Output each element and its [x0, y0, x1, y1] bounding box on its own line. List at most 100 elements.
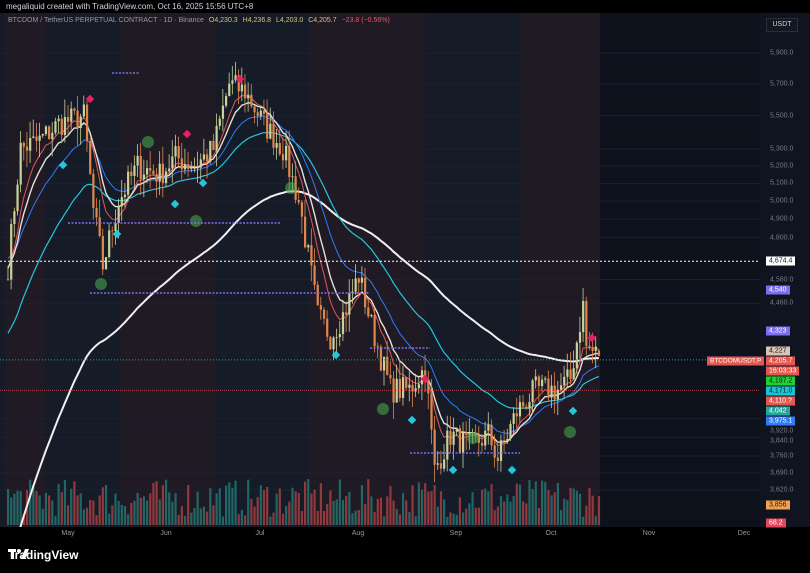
- volume-bar: [180, 506, 183, 525]
- ma-long-line: [19, 190, 599, 527]
- signal-circle: [467, 432, 479, 444]
- volume-bar: [250, 498, 253, 525]
- candle-body: [335, 337, 338, 338]
- volume-bar: [41, 508, 44, 525]
- volume-bar: [563, 498, 566, 525]
- volume-bar: [70, 488, 73, 525]
- volume-bar: [474, 507, 477, 525]
- signal-circle: [95, 278, 107, 290]
- volume-bar: [237, 514, 240, 525]
- price-tick: 3,760.0: [770, 452, 794, 460]
- volume-bar: [389, 485, 392, 525]
- volume-bar: [398, 514, 401, 525]
- volume-bar: [455, 514, 458, 525]
- candle-body: [446, 430, 449, 460]
- volume-bar: [316, 510, 319, 525]
- candle-body: [193, 168, 196, 169]
- candle-body: [512, 413, 515, 424]
- volume-bar: [367, 479, 370, 525]
- candle-body: [48, 126, 51, 140]
- currency-selector[interactable]: USDT: [766, 18, 798, 32]
- candle-body: [572, 368, 575, 380]
- session-band: [310, 13, 425, 527]
- candle-body: [275, 143, 278, 148]
- symbol-price-tag: BTCDOMUSDT.P: [707, 356, 765, 366]
- candle-body: [79, 116, 82, 129]
- volume-bar: [177, 514, 180, 525]
- volume-bar: [541, 480, 544, 525]
- price-chart[interactable]: [0, 13, 810, 527]
- volume-bar: [89, 500, 92, 525]
- price-tick: 5,900.0: [770, 49, 794, 57]
- candle-body: [465, 432, 468, 435]
- candle-body: [272, 123, 275, 148]
- volume-bar: [234, 480, 237, 525]
- volume-bar: [38, 495, 41, 525]
- candle-body: [373, 315, 376, 347]
- candle-body: [25, 146, 29, 151]
- price-tick: 4,900.0: [770, 215, 794, 223]
- price-tick: 5,500.0: [770, 112, 794, 120]
- candle-body: [597, 350, 601, 356]
- volume-bar: [354, 510, 357, 525]
- volume-bar: [420, 489, 424, 525]
- candle-body: [117, 206, 120, 224]
- price-tick: 4,460.0: [770, 299, 794, 307]
- volume-bar: [85, 507, 89, 525]
- candle-body: [556, 389, 559, 400]
- volume-bar: [556, 483, 559, 525]
- candle-body: [531, 380, 534, 403]
- chart-area[interactable]: [0, 13, 810, 527]
- candle-body: [171, 156, 174, 169]
- volume-bar: [341, 499, 345, 525]
- volume-bar: [161, 485, 164, 525]
- candle-body: [70, 108, 73, 122]
- candle-body: [29, 137, 32, 151]
- volume-bar: [44, 493, 48, 525]
- volume-bar: [401, 492, 405, 525]
- volume-bar: [221, 516, 225, 525]
- ma-cyan-line: [7, 131, 600, 410]
- candle-body: [285, 145, 288, 161]
- candle-body: [228, 83, 231, 97]
- price-badge: 4,323: [766, 326, 790, 336]
- low-value: L4,203.0: [276, 17, 304, 24]
- candle-body: [493, 445, 496, 458]
- symbol-title[interactable]: BTCDOM / TetherUS PERPETUAL CONTRACT · 1…: [8, 17, 204, 24]
- volume-bar: [490, 484, 493, 525]
- volume-bar: [304, 481, 307, 525]
- month-label: Nov: [642, 530, 656, 537]
- volume-bar: [136, 492, 139, 525]
- tradingview-logo[interactable]: TradingView: [8, 548, 78, 562]
- candle-body: [269, 123, 272, 139]
- candle-body: [401, 377, 405, 398]
- candle-body: [240, 84, 243, 92]
- volume-bar: [228, 482, 231, 525]
- candle-body: [234, 75, 237, 81]
- volume-bar: [294, 491, 297, 525]
- candle-body: [477, 435, 480, 443]
- candle-body: [218, 118, 221, 126]
- volume-bar: [553, 492, 556, 525]
- volume-bar: [247, 479, 250, 525]
- volume-bar: [585, 505, 588, 525]
- candle-body: [35, 136, 38, 141]
- candle-body: [247, 94, 250, 99]
- candle-body: [329, 336, 332, 350]
- volume-bar: [253, 506, 256, 525]
- volume-bar: [487, 491, 490, 525]
- candle-body: [209, 140, 212, 162]
- candle-body: [348, 292, 351, 315]
- volume-bar: [370, 496, 373, 525]
- candle-body: [225, 96, 228, 106]
- candle-body: [427, 379, 430, 394]
- volume-bar: [547, 489, 550, 525]
- volume-bar: [537, 507, 541, 525]
- candle-body: [19, 142, 22, 185]
- candle-body: [569, 369, 572, 380]
- candle-body: [262, 110, 266, 114]
- volume-bar: [54, 516, 57, 525]
- candle-body: [430, 393, 433, 430]
- candle-body: [177, 146, 180, 159]
- volume-bar: [566, 500, 569, 525]
